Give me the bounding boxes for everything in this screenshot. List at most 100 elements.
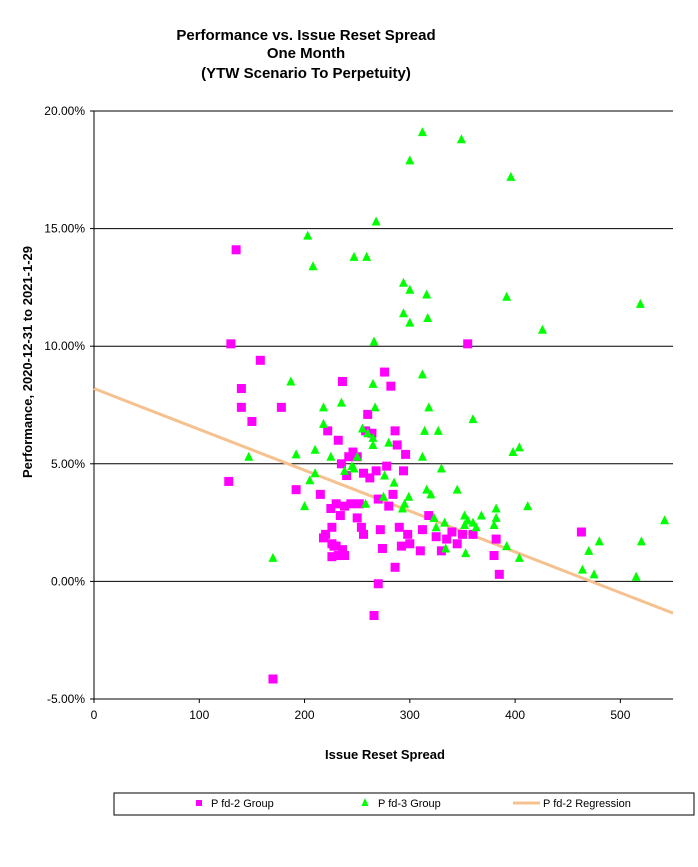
point-pfd3 (362, 251, 372, 261)
point-pfd3 (369, 336, 379, 346)
point-pfd3 (423, 312, 433, 322)
point-pfd3 (420, 425, 430, 435)
point-pfd3 (340, 465, 350, 475)
point-pfd3 (405, 284, 415, 294)
point-pfd2 (342, 471, 352, 481)
point-pfd2 (346, 499, 356, 509)
y-tick-label: 5.00% (51, 457, 85, 471)
point-pfd3 (523, 501, 533, 511)
point-pfd2 (291, 485, 301, 495)
point-pfd3 (491, 503, 501, 513)
point-pfd2 (388, 489, 398, 499)
legend-label-pfd3: P fd-3 Group (378, 798, 441, 810)
point-pfd2 (442, 534, 452, 544)
point-pfd3 (352, 451, 362, 461)
point-pfd3 (310, 444, 320, 454)
point-pfd2 (399, 466, 409, 476)
point-pfd3 (303, 230, 313, 240)
point-pfd2 (327, 522, 337, 532)
point-pfd3 (440, 517, 450, 527)
y-tick-label: 10.00% (44, 339, 85, 353)
point-pfd3 (417, 451, 427, 461)
point-pfd3 (577, 564, 587, 574)
point-pfd3 (502, 541, 512, 551)
point-pfd3 (291, 449, 301, 459)
axes (90, 110, 621, 703)
point-pfd2 (468, 529, 478, 539)
point-pfd2 (452, 539, 462, 549)
point-pfd3 (336, 397, 346, 407)
point-pfd3 (460, 519, 470, 529)
point-pfd3 (326, 451, 336, 461)
point-pfd2 (236, 402, 246, 412)
legend-label-regression: P fd-2 Regression (543, 798, 631, 810)
point-pfd2 (367, 428, 377, 438)
point-pfd3 (456, 134, 466, 144)
point-pfd2 (333, 551, 343, 561)
point-pfd2 (365, 473, 375, 483)
point-pfd3 (508, 447, 518, 457)
point-pfd2 (268, 674, 278, 684)
x-tick-label: 300 (400, 708, 420, 722)
point-pfd3 (417, 369, 427, 379)
point-pfd3 (589, 569, 599, 579)
point-pfd2 (255, 355, 265, 365)
point-pfd3 (268, 552, 278, 562)
point-pfd3 (594, 536, 604, 546)
y-tick-label: 15.00% (44, 222, 85, 236)
point-pfd3 (429, 512, 439, 522)
point-pfd3 (506, 171, 516, 181)
point-pfd2 (373, 494, 383, 504)
point-pfd3 (371, 216, 381, 226)
legend-label-pfd2: P fd-2 Group (211, 798, 274, 810)
point-pfd3 (635, 298, 645, 308)
point-pfd2 (377, 543, 387, 553)
point-pfd2 (369, 611, 379, 621)
point-pfd2 (415, 546, 425, 556)
point-pfd2 (401, 449, 411, 459)
point-pfd3 (379, 491, 388, 501)
chart-title-line-3: (YTW Scenario To Perpetuity) (201, 65, 411, 82)
point-pfd3 (537, 324, 547, 334)
point-pfd2 (363, 409, 373, 419)
x-tick-label: 400 (505, 708, 525, 722)
point-pfd3 (370, 402, 380, 412)
point-pfd2 (333, 435, 343, 445)
chart-title-line-2: One Month (267, 45, 345, 62)
point-pfd2 (331, 499, 341, 509)
point-pfd2 (323, 426, 333, 436)
chart-title: Performance vs. Issue Reset Spread One M… (176, 27, 435, 82)
point-pfd3 (433, 425, 443, 435)
point-pfd3 (380, 470, 390, 480)
point-pfd2 (337, 376, 347, 386)
point-pfd3 (489, 519, 499, 529)
gridlines (94, 110, 673, 700)
point-pfd3 (368, 439, 378, 449)
point-pfd3 (636, 536, 646, 546)
point-pfd2 (348, 447, 358, 457)
point-pfd2 (337, 545, 347, 555)
point-pfd2 (327, 552, 337, 562)
point-pfd2 (392, 440, 402, 450)
point-pfd2 (340, 551, 350, 561)
point-pfd2 (384, 501, 394, 511)
point-pfd3 (461, 548, 471, 558)
point-pfd2 (457, 529, 467, 539)
point-pfd3 (476, 510, 486, 520)
point-pfd2 (327, 539, 337, 549)
point-pfd2 (403, 529, 413, 539)
tick-labels: -5.00% 0.00% 5.00% 10.00% 15.00% 20.00% 0 100 20… (44, 104, 630, 722)
point-pfd2 (489, 551, 499, 561)
point-pfd2 (247, 416, 257, 426)
point-pfd3 (404, 491, 414, 501)
point-pfd2 (491, 534, 501, 544)
point-pfd3 (318, 402, 328, 412)
point-pfd3 (368, 432, 378, 442)
x-axis-label: Issue Reset Spread (325, 747, 445, 762)
y-tick-label: -5.00% (47, 692, 85, 706)
point-pfd3 (397, 503, 407, 513)
point-pfd3 (424, 402, 434, 412)
point-pfd3 (286, 376, 296, 386)
x-tick-label: 0 (91, 708, 98, 722)
